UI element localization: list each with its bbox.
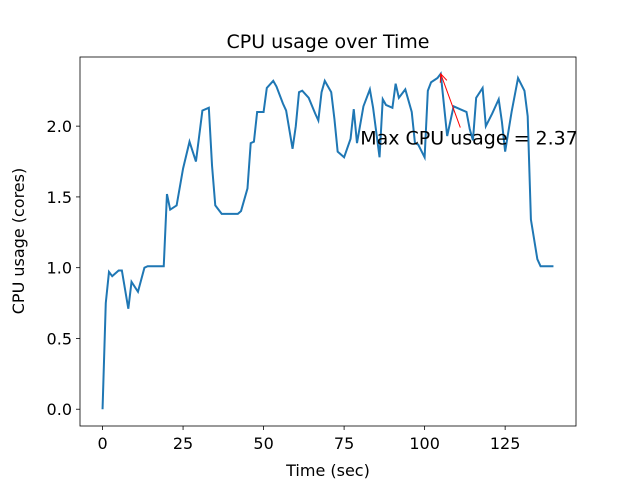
y-axis-label: CPU usage (cores) (9, 168, 28, 314)
y-tick-label: 2.0 (47, 117, 72, 136)
x-tick-label: 0 (97, 434, 107, 453)
x-tick-label: 75 (334, 434, 354, 453)
x-tick-label: 125 (490, 434, 521, 453)
y-tick-label: 0.0 (47, 400, 72, 419)
annotation-arrow (440, 73, 461, 128)
plot-frame (79, 56, 577, 427)
line (101, 71, 554, 410)
chart-title: CPU usage over Time (227, 31, 430, 53)
y-tick-label: 1.0 (47, 259, 72, 278)
annotation-text: Max CPU usage = 2.37 (360, 128, 578, 150)
annotation-arrowhead (439, 72, 448, 83)
x-tick-label: 50 (253, 434, 273, 453)
y-tick-label: 1.5 (47, 188, 72, 207)
y-tick-label: 0.5 (47, 329, 72, 348)
x-axis-label: Time (sec) (285, 461, 370, 480)
x-tick-label: 25 (173, 434, 193, 453)
x-tick-label: 100 (409, 434, 440, 453)
